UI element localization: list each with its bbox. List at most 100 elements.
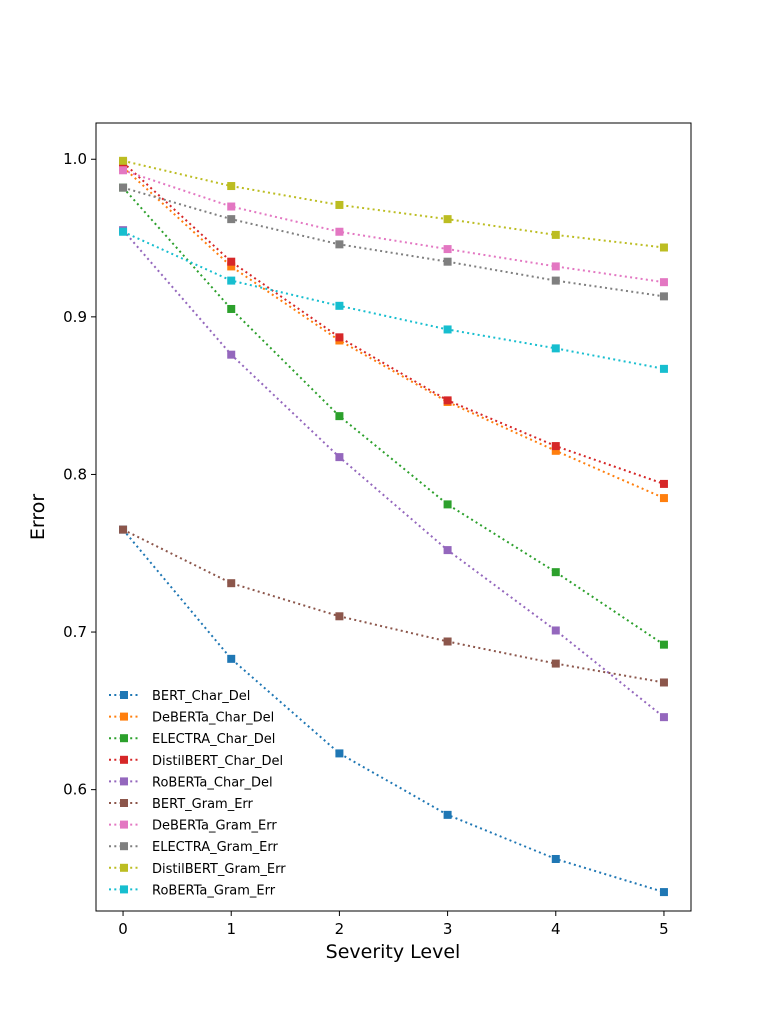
legend-label: ELECTRA_Char_Del <box>152 732 275 747</box>
x-axis-label: Severity Level <box>326 941 461 963</box>
data-point <box>443 500 452 509</box>
data-point <box>551 854 560 863</box>
data-point <box>227 654 236 663</box>
data-point <box>443 215 452 224</box>
legend-item: RoBERTa_Gram_Err <box>109 883 276 898</box>
data-point <box>119 227 128 236</box>
legend-label: ELECTRA_Gram_Err <box>152 840 278 855</box>
data-point <box>335 749 344 758</box>
data-point <box>659 479 668 488</box>
legend-item: BERT_Gram_Err <box>109 797 254 812</box>
data-point <box>335 227 344 236</box>
plot-area <box>119 156 668 897</box>
series-RoBERTa_Gram_Err <box>119 227 668 373</box>
legend-item: ELECTRA_Char_Del <box>109 732 275 747</box>
series-line <box>122 159 665 249</box>
data-point <box>551 446 560 455</box>
data-point <box>227 350 236 359</box>
legend-marker <box>120 755 128 764</box>
y-axis-label: Error <box>27 494 49 541</box>
data-point <box>659 243 668 252</box>
series-ELECTRA_Gram_Err <box>119 183 668 301</box>
legend-label: RoBERTa_Gram_Err <box>152 883 276 898</box>
data-point <box>551 276 560 285</box>
legend-label: DistilBERT_Char_Del <box>152 754 283 769</box>
series-line <box>122 161 665 485</box>
data-point <box>659 713 668 722</box>
x-tick-label: 3 <box>443 920 453 938</box>
data-point <box>227 276 236 285</box>
data-point <box>119 156 128 165</box>
legend-marker <box>120 799 128 807</box>
y-tick-label: 0.8 <box>63 465 87 483</box>
data-point <box>443 637 452 646</box>
x-tick-label: 0 <box>118 920 128 938</box>
legend: BERT_Char_Del DeBERTa_Char_Del ELECTRA_Cha… <box>109 689 286 898</box>
series-BERT_Gram_Err <box>119 525 668 687</box>
series-line <box>122 528 665 684</box>
data-point <box>659 292 668 301</box>
legend-item: RoBERTa_Char_Del <box>109 775 273 790</box>
legend-item: ELECTRA_Gram_Err <box>109 840 278 855</box>
data-point <box>659 678 668 687</box>
legend-item: DistilBERT_Gram_Err <box>109 862 286 877</box>
data-point <box>659 494 668 503</box>
x-tick-label: 1 <box>226 920 236 938</box>
data-point <box>119 183 128 192</box>
data-point <box>227 257 236 266</box>
data-point <box>227 215 236 224</box>
data-point <box>443 325 452 334</box>
series-DeBERTa_Gram_Err <box>119 166 668 287</box>
data-point <box>335 333 344 342</box>
legend-label: RoBERTa_Char_Del <box>152 775 273 790</box>
data-point <box>551 568 560 577</box>
data-point <box>227 304 236 313</box>
legend-marker <box>120 842 128 851</box>
data-point <box>119 166 128 175</box>
data-point <box>659 640 668 649</box>
data-point <box>443 245 452 254</box>
x-axis-ticks: 0 1 2 3 4 5 <box>118 911 669 938</box>
y-tick-label: 1.0 <box>63 150 87 168</box>
data-point <box>659 278 668 287</box>
legend-marker <box>120 863 128 872</box>
legend-marker <box>120 820 128 829</box>
legend-marker <box>120 885 128 894</box>
legend-label: DistilBERT_Gram_Err <box>152 862 286 877</box>
data-point <box>335 301 344 310</box>
legend-item: BERT_Char_Del <box>109 689 250 704</box>
data-point <box>227 182 236 191</box>
data-point <box>443 396 452 405</box>
data-point <box>227 262 236 271</box>
data-point <box>335 453 344 462</box>
legend-label: DeBERTa_Char_Del <box>152 711 274 726</box>
data-point <box>659 888 668 897</box>
x-tick-label: 5 <box>659 920 669 938</box>
data-point <box>443 546 452 555</box>
data-point <box>551 626 560 635</box>
legend-label: DeBERTa_Gram_Err <box>152 819 277 834</box>
data-point <box>551 262 560 271</box>
x-tick-label: 4 <box>551 920 561 938</box>
data-point <box>227 579 236 588</box>
legend-item: DeBERTa_Char_Del <box>109 711 274 726</box>
data-point <box>551 344 560 353</box>
series-line <box>122 186 665 298</box>
data-point <box>551 659 560 668</box>
data-point <box>551 442 560 451</box>
series-line <box>122 169 665 284</box>
legend-marker <box>120 712 128 721</box>
data-point <box>443 257 452 266</box>
legend-label: BERT_Char_Del <box>152 689 250 704</box>
data-point <box>551 230 560 239</box>
data-point <box>335 200 344 209</box>
series-line <box>122 166 665 500</box>
y-tick-label: 0.7 <box>63 623 87 641</box>
legend-item: DistilBERT_Char_Del <box>109 754 283 769</box>
data-point <box>335 612 344 621</box>
legend-label: BERT_Gram_Err <box>152 797 254 812</box>
legend-item: DeBERTa_Gram_Err <box>109 819 277 834</box>
data-point <box>119 525 128 534</box>
